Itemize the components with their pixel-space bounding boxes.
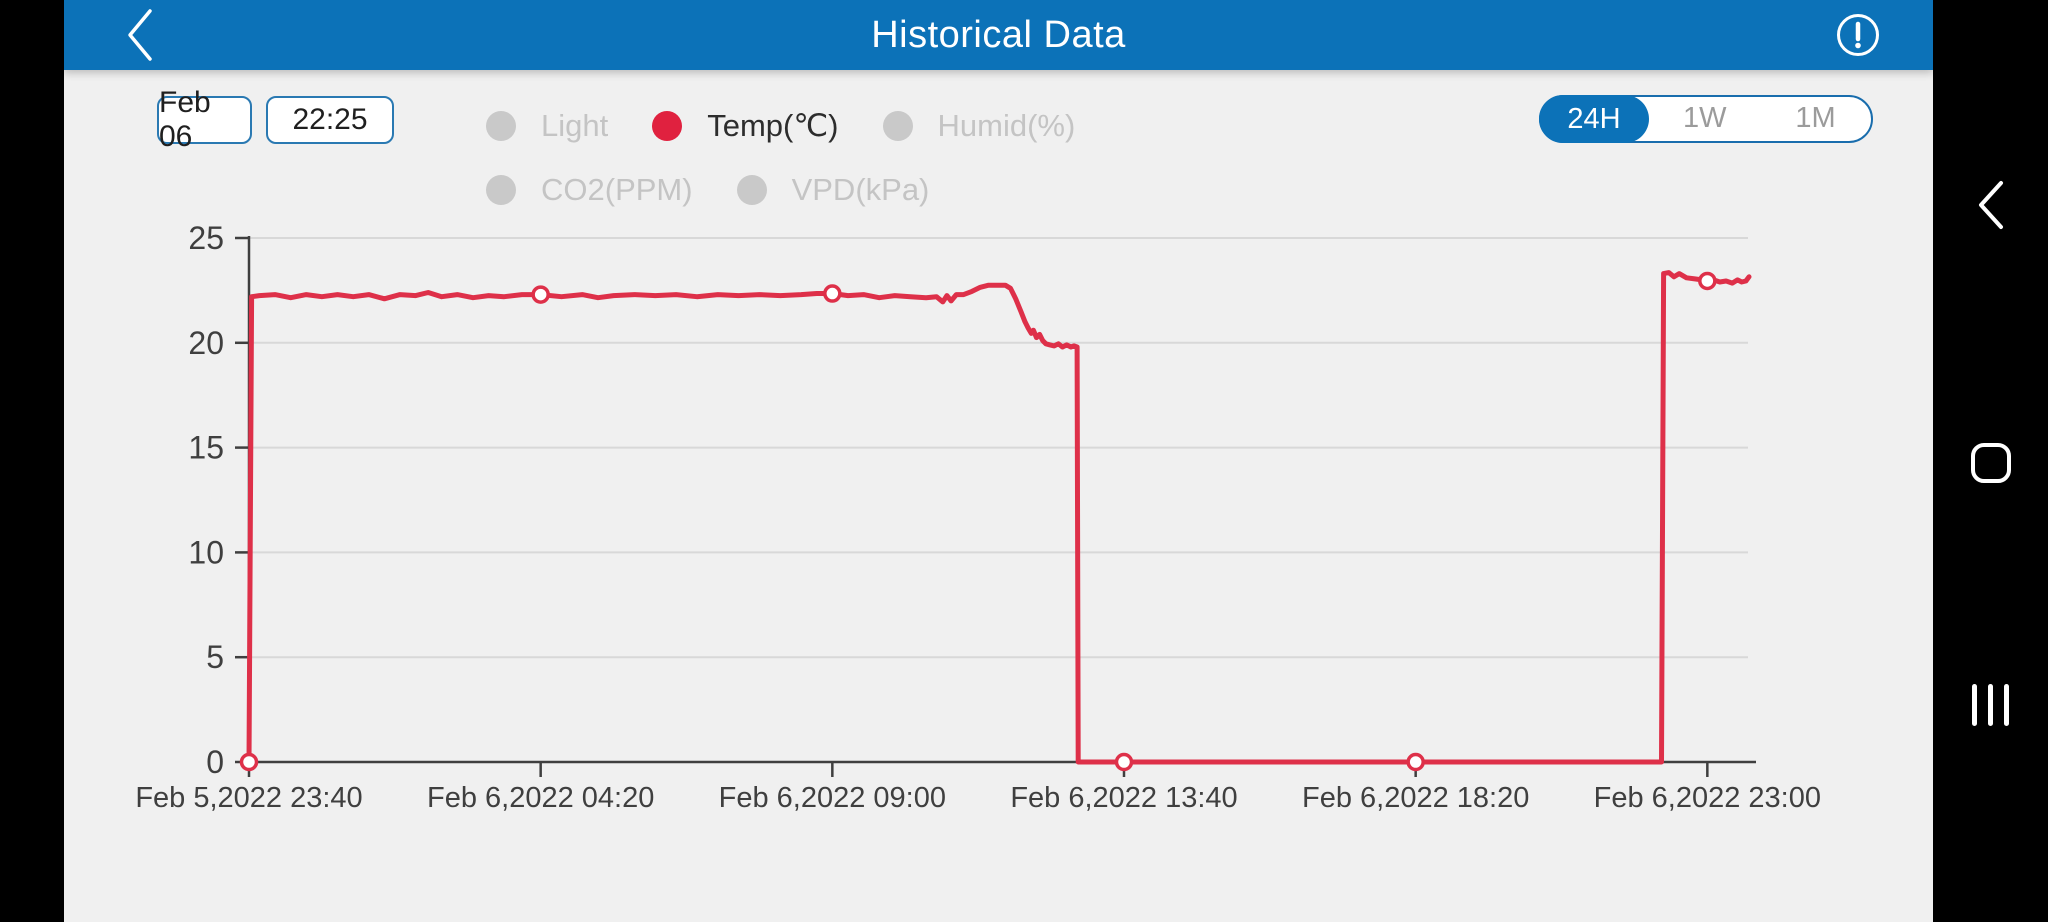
series-legend: Light Temp(℃) Humid(%) CO2(PPM) VPD(kPa)	[486, 108, 1226, 208]
y-tick-label: 15	[188, 430, 224, 466]
back-button[interactable]	[114, 5, 166, 65]
x-tick-label: Feb 6,2022 04:20	[427, 782, 654, 814]
info-button[interactable]	[1835, 12, 1881, 58]
y-tick-label: 0	[206, 744, 224, 780]
x-tick-label: Feb 6,2022 18:20	[1302, 782, 1529, 814]
legend-item-co2-ppm-[interactable]: CO2(PPM)	[486, 172, 693, 208]
legend-label: Light	[541, 108, 609, 143]
data-point-marker	[823, 284, 842, 303]
app-window: Historical Data Feb 06 22:25 Light Temp(℃…	[64, 0, 1933, 922]
legend-dot	[486, 111, 516, 141]
data-point-marker	[239, 752, 259, 772]
x-tick-label: Feb 6,2022 13:40	[1010, 782, 1237, 814]
legend-item-humid-[interactable]: Humid(%)	[882, 108, 1076, 144]
nav-back-button[interactable]	[1933, 175, 2048, 235]
nav-back-chevron-icon	[1978, 181, 2003, 229]
chevron-left-icon	[128, 9, 152, 61]
right-system-bar	[1933, 0, 2048, 922]
time-range-toggle: 24H 1W 1M	[1538, 94, 1873, 143]
legend-dot	[652, 111, 683, 141]
nav-home-button[interactable]	[1933, 443, 2048, 483]
legend-item-temp-[interactable]: Temp(℃)	[652, 108, 839, 144]
range-option-1w[interactable]: 1W	[1682, 102, 1727, 134]
legend-item-light[interactable]: Light	[486, 108, 608, 144]
recents-bars-icon	[1972, 684, 2009, 726]
data-point-marker	[1114, 752, 1134, 772]
left-system-bar	[0, 0, 64, 922]
legend-label: Temp(℃)	[707, 108, 839, 143]
x-tick-label: Feb 6,2022 09:00	[719, 782, 946, 814]
app-header: Historical Data	[64, 0, 1933, 70]
history-chart[interactable]: 0 5 10 15 20 25 Feb 5,2022 23:40 Feb 6,2022 04:…	[64, 0, 1933, 922]
legend-dot	[486, 175, 516, 205]
range-option-24h[interactable]: 24H	[1538, 94, 1650, 143]
data-point-marker	[1698, 271, 1717, 291]
legend-label: CO2(PPM)	[541, 172, 693, 207]
data-point-marker	[1406, 752, 1425, 772]
legend-label: VPD(kPa)	[791, 172, 930, 207]
y-tick-label: 25	[188, 220, 224, 256]
temp-series-line	[246, 270, 1752, 765]
y-tick-label: 10	[188, 534, 224, 570]
page-title: Historical Data	[871, 14, 1126, 56]
range-option-1m[interactable]: 1M	[1795, 102, 1836, 134]
time-field[interactable]: 22:25	[266, 96, 394, 144]
legend-item-vpd-kpa-[interactable]: VPD(kPa)	[736, 172, 930, 208]
x-tick-label: Feb 5,2022 23:40	[135, 782, 362, 814]
exclamation-circle-icon	[1837, 14, 1879, 56]
legend-dot	[882, 111, 913, 141]
home-squircle-icon	[1970, 443, 2011, 483]
data-point-marker	[531, 285, 550, 304]
x-tick-label: Feb 6,2022 23:00	[1594, 782, 1821, 814]
y-tick-label: 20	[188, 325, 224, 361]
legend-label: Humid(%)	[937, 108, 1076, 143]
legend-dot	[736, 175, 767, 205]
nav-recents-button[interactable]	[1933, 684, 2048, 726]
y-tick-label: 5	[206, 639, 224, 675]
